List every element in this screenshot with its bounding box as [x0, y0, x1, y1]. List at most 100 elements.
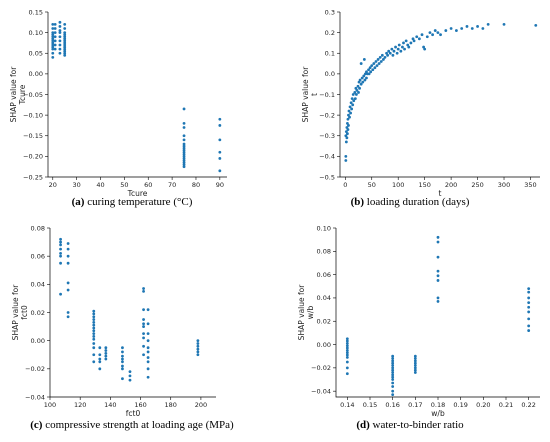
data-point	[182, 138, 186, 142]
data-point	[377, 62, 381, 65]
y-tick-label: 0.00	[29, 70, 43, 78]
data-point	[51, 43, 55, 47]
data-point	[146, 356, 150, 359]
data-point	[394, 45, 397, 49]
data-point	[436, 300, 440, 303]
data-point	[58, 39, 62, 43]
data-point	[142, 325, 145, 328]
data-point	[66, 311, 70, 314]
panel-d-caption-letter: (d)	[356, 419, 370, 431]
data-point	[92, 353, 96, 357]
data-point	[92, 360, 96, 364]
data-point	[98, 367, 102, 371]
x-tick-label: 140	[104, 401, 116, 409]
data-point	[359, 82, 363, 86]
data-point	[391, 385, 395, 388]
data-point	[218, 157, 222, 160]
data-point	[362, 58, 366, 61]
data-point	[51, 45, 55, 49]
data-point	[196, 339, 200, 343]
y-tick-label: 0.06	[31, 252, 45, 260]
data-point	[53, 43, 57, 47]
data-point	[104, 354, 108, 358]
data-point	[98, 353, 102, 357]
x-tick-label: 20	[49, 181, 57, 189]
data-point	[351, 103, 355, 107]
data-point	[436, 255, 440, 259]
data-point	[58, 47, 62, 51]
y-tick-label: 0.0	[325, 70, 335, 78]
data-point	[53, 35, 57, 39]
data-point	[51, 37, 55, 41]
data-point	[196, 353, 200, 357]
data-point	[527, 287, 531, 291]
data-point	[428, 31, 432, 35]
data-point	[350, 107, 354, 111]
data-point	[63, 41, 67, 45]
data-point	[63, 43, 67, 47]
data-point	[413, 357, 417, 360]
data-point	[196, 350, 200, 354]
panel-a-caption-text: curing temperature (°C)	[84, 196, 192, 208]
data-point	[465, 25, 469, 28]
x-tick-label: 0.19	[453, 401, 467, 409]
panel-d: −0.04 −0.02 0.00 0.02 0.04 0.06 0.08 0.10 0.14 0.…	[297, 224, 540, 431]
data-point	[391, 359, 395, 363]
x-tick-label: 0.22	[521, 401, 535, 409]
y-tick-label: −0.3	[319, 132, 335, 140]
data-point	[391, 357, 395, 360]
data-point	[417, 37, 421, 41]
data-point	[182, 157, 186, 160]
data-point	[142, 336, 145, 340]
data-point	[345, 126, 349, 129]
data-point	[59, 292, 62, 296]
data-point	[63, 27, 67, 30]
data-point	[383, 55, 387, 59]
data-point	[415, 35, 419, 39]
data-point	[358, 86, 361, 90]
x-tick-label: 180	[165, 401, 177, 409]
data-point	[59, 247, 62, 251]
data-point	[63, 31, 67, 35]
data-point	[353, 97, 357, 101]
x-tick-label: 300	[498, 181, 510, 189]
data-point	[53, 47, 57, 51]
data-point	[51, 33, 55, 37]
x-tick-label: 0.16	[385, 401, 399, 409]
data-point	[347, 113, 350, 117]
data-point	[423, 47, 427, 51]
data-point	[218, 169, 222, 173]
y-tick-label: 0.2	[325, 29, 335, 37]
panel-d-plot: −0.04 −0.02 0.00 0.02 0.04 0.06 0.08 0.10 0.14 0.…	[297, 224, 540, 418]
y-tick-label: −0.20	[23, 153, 43, 161]
data-point	[346, 121, 349, 125]
data-point	[51, 31, 55, 35]
data-point	[59, 251, 62, 255]
data-point	[372, 62, 376, 65]
data-point	[92, 346, 96, 350]
data-point	[51, 39, 55, 43]
panel-d-caption: (d) water-to-binder ratio	[356, 419, 464, 431]
data-point	[63, 22, 67, 26]
y-tick-label: 0.3	[325, 8, 335, 16]
data-point	[436, 279, 440, 282]
y-axis-label-line: SHAP value for	[301, 66, 310, 123]
y-tick-label: 0.08	[317, 248, 331, 256]
y-tick-label: −0.5	[319, 173, 335, 181]
data-point	[92, 326, 96, 330]
data-point	[345, 351, 349, 355]
panel-c-caption-text: compressive strength at loading age (MPa…	[42, 419, 234, 431]
data-point	[146, 360, 150, 364]
data-point	[348, 105, 352, 109]
data-point	[182, 163, 186, 167]
data-point	[436, 269, 440, 273]
data-point	[403, 47, 406, 51]
data-point	[196, 347, 200, 351]
data-point	[146, 322, 150, 326]
data-point	[182, 121, 186, 125]
data-point	[142, 353, 145, 357]
panel-a-plot: −0.25 −0.20 −0.15 −0.10 −0.05 0.00 0.05 0.10 0.1…	[9, 8, 227, 198]
data-point	[218, 117, 222, 121]
data-point	[391, 381, 395, 385]
data-point	[146, 339, 150, 343]
